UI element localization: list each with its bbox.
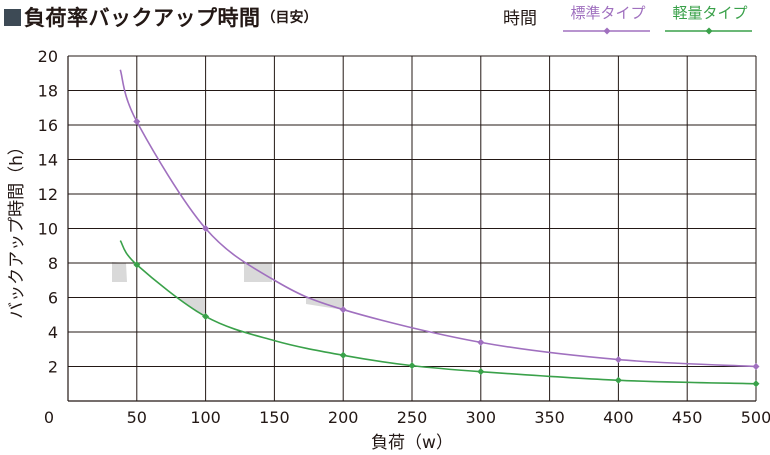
x-tick-label: 0 [44,408,54,427]
shade-region [112,262,127,282]
y-tick-label: 14 [38,151,58,170]
data-point-light [133,261,141,269]
chart-title: 負荷率バックアップ時間 [24,6,261,30]
data-point-standard [339,306,347,314]
data-point-light [339,351,347,359]
y-tick-label: 16 [38,116,58,135]
data-point-light [202,312,210,320]
y-axis-title: バックアップ時間（h） [7,138,27,319]
legend-marker-light [705,27,713,35]
x-tick-label: 150 [259,408,290,427]
legend-title: 時間 [503,9,537,29]
legend-label-light: 軽量タイプ [672,4,747,22]
legend-marker-standard [603,27,611,35]
y-tick-label: 10 [38,220,58,239]
y-tick-label: 18 [38,82,58,101]
data-point-standard [133,118,141,126]
x-tick-label: 250 [397,408,428,427]
data-point-light [752,380,760,388]
data-point-standard [752,363,760,370]
x-tick-label: 350 [534,408,565,427]
chart-title-block: 負荷率バックアップ時間 （目安） [4,4,318,30]
y-tick-label: 4 [48,323,58,342]
y-tick-label: 20 [38,47,58,66]
data-point-standard [202,225,210,232]
x-tick-label: 200 [328,408,359,427]
x-tick-label: 50 [127,408,147,427]
data-point-light [614,376,622,384]
legend-label-standard: 標準タイプ [570,4,645,22]
y-tick-label: 6 [48,289,58,308]
y-tick-label: 12 [38,185,58,204]
y-tick-label: 2 [48,358,58,377]
data-point-standard [614,356,622,364]
x-tick-label: 100 [190,408,221,427]
y-tick-label: 8 [48,254,58,273]
x-tick-label: 500 [741,408,770,427]
data-point-light [477,368,485,376]
x-tick-label: 400 [603,408,634,427]
x-axis-title: 負荷（w） [371,433,453,453]
chart-title-note: （目安） [261,10,318,26]
data-point-light [408,362,416,370]
series-line-light [119,240,757,385]
title-square-icon [4,8,21,26]
x-tick-label: 300 [466,408,497,427]
x-tick-label: 450 [672,408,703,427]
data-point-standard [477,338,485,346]
